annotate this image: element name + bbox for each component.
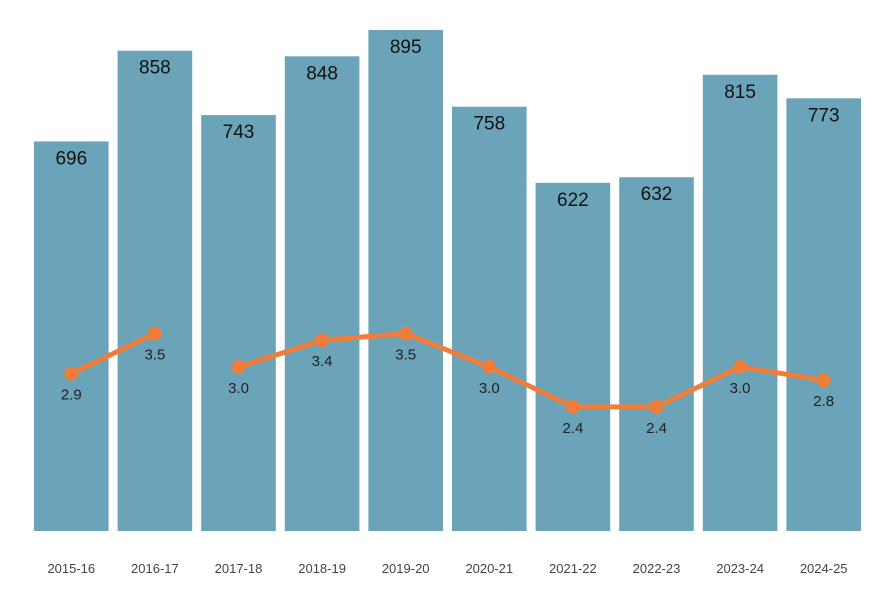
line-segment-1 bbox=[68, 331, 158, 377]
bar-value-label: 858 bbox=[139, 58, 171, 79]
bar-value-label: 632 bbox=[641, 184, 673, 205]
line-segment-2 bbox=[236, 331, 827, 410]
bar-value-label: 696 bbox=[55, 148, 87, 169]
bar-2019-20 bbox=[368, 30, 443, 531]
line-point-2017-18 bbox=[231, 359, 246, 374]
bar-2018-19 bbox=[284, 56, 360, 531]
bar-2023-24 bbox=[702, 74, 778, 532]
line-value-label: 2.4 bbox=[562, 420, 583, 437]
x-tick-label: 2015-16 bbox=[47, 561, 95, 576]
line-value-label: 3.0 bbox=[730, 380, 751, 397]
bar-value-label: 622 bbox=[557, 190, 589, 211]
x-tick-label: 2016-17 bbox=[131, 561, 179, 576]
x-tick-label: 2022-23 bbox=[633, 561, 681, 576]
line-point-2019-20 bbox=[398, 326, 413, 341]
x-tick-label: 2023-24 bbox=[716, 561, 764, 576]
line-value-label: 3.5 bbox=[144, 347, 165, 364]
line-value-labels: 2.9 3.5 3.0 3.4 3.5 3.0 2.4 2.4 3.0 2.8 bbox=[61, 347, 834, 437]
line-value-label: 2.4 bbox=[646, 420, 667, 437]
line-point-2023-24 bbox=[733, 359, 748, 374]
bar-value-label: 848 bbox=[306, 63, 338, 84]
x-tick-label: 2018-19 bbox=[298, 561, 346, 576]
line-value-label: 3.0 bbox=[228, 380, 249, 397]
line-point-2016-17 bbox=[147, 326, 162, 341]
bar-2017-18 bbox=[201, 115, 276, 532]
line-value-label: 2.9 bbox=[61, 387, 82, 404]
bar-2024-25 bbox=[786, 98, 861, 532]
line-value-label: 3.0 bbox=[479, 380, 500, 397]
x-tick-label: 2020-21 bbox=[465, 561, 513, 576]
bar-value-labels: 696 858 743 848 895 758 622 632 815 773 bbox=[55, 37, 839, 211]
line-point-2015-16 bbox=[64, 366, 79, 381]
line-value-label: 2.8 bbox=[813, 393, 834, 410]
line-point-2018-19 bbox=[315, 333, 330, 348]
bar-2016-17 bbox=[117, 50, 193, 531]
bar-2021-22 bbox=[535, 182, 611, 531]
x-tick-label: 2024-25 bbox=[800, 561, 848, 576]
bar-2020-21 bbox=[452, 106, 527, 531]
line-point-2021-22 bbox=[565, 399, 580, 414]
bar-2022-23 bbox=[619, 177, 694, 531]
bar-2015-16 bbox=[34, 141, 109, 532]
bar-value-label: 773 bbox=[808, 105, 840, 126]
bar-series bbox=[34, 30, 861, 532]
x-axis-tick-labels: 2015-16 2016-17 2017-18 2018-19 2019-20 2020-… bbox=[47, 561, 847, 576]
line-value-label: 3.5 bbox=[395, 347, 416, 364]
line-point-2022-23 bbox=[649, 399, 664, 414]
bar-value-label: 743 bbox=[223, 122, 255, 143]
x-tick-label: 2017-18 bbox=[215, 561, 263, 576]
bar-value-label: 815 bbox=[724, 82, 756, 103]
bar-value-label: 758 bbox=[473, 114, 505, 135]
bar-value-label: 895 bbox=[390, 37, 422, 58]
x-tick-label: 2019-20 bbox=[382, 561, 430, 576]
x-tick-label: 2021-22 bbox=[549, 561, 597, 576]
line-value-label: 3.4 bbox=[312, 353, 333, 370]
line-point-2024-25 bbox=[816, 373, 831, 388]
line-point-2020-21 bbox=[482, 359, 497, 374]
line-series bbox=[64, 326, 831, 414]
